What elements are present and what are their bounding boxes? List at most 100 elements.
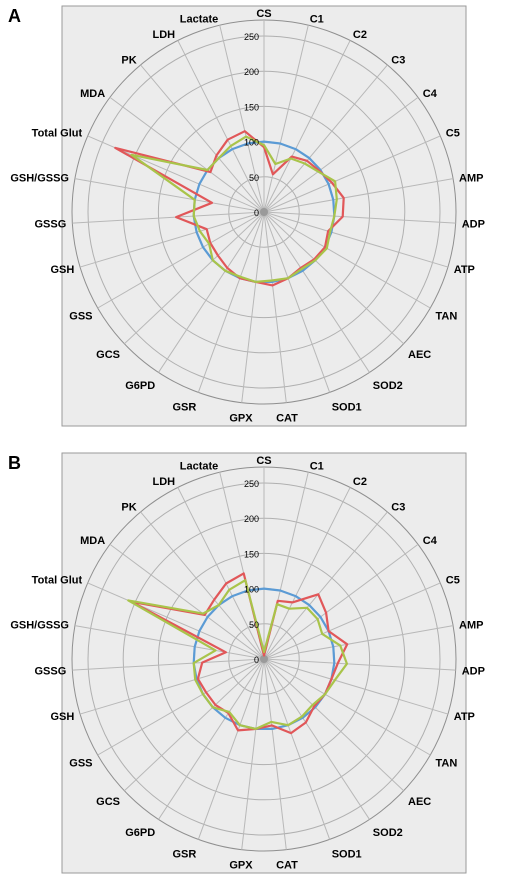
grid-spoke xyxy=(263,658,370,820)
category-label: CS xyxy=(256,455,271,467)
category-label: GCS xyxy=(96,796,120,808)
series-line-1 xyxy=(192,587,336,730)
grid-spoke xyxy=(263,543,419,660)
radial-tick-label: 0 xyxy=(254,208,259,218)
category-label: ATP xyxy=(454,264,475,276)
radial-tick-label: 200 xyxy=(244,514,259,524)
category-label: C3 xyxy=(391,501,405,513)
grid-spoke xyxy=(263,178,454,213)
radial-tick-label: 100 xyxy=(244,585,259,595)
grid-spoke xyxy=(263,211,431,309)
category-label: GSS xyxy=(69,311,92,323)
radial-tick-label: 0 xyxy=(254,655,259,665)
radial-tick-label: 250 xyxy=(244,479,259,489)
category-label: GSH/GSSG xyxy=(10,173,69,185)
grid-spoke xyxy=(263,658,287,850)
grid-spoke xyxy=(263,658,331,840)
grid-spoke xyxy=(263,658,404,792)
radar-chart-b-svg: 0 50 100 150 200 250 CS C1 C2 C3 C4 C5 AMP ADP ATP TAN A… xyxy=(10,452,485,874)
panel-label-b: B xyxy=(8,453,21,473)
category-label: TAN xyxy=(436,758,458,770)
grid-spoke xyxy=(263,511,388,660)
grid-spoke xyxy=(263,658,456,671)
category-label: SOD1 xyxy=(332,402,362,414)
grid-spoke xyxy=(263,211,404,345)
radial-tick-label: 250 xyxy=(244,32,259,42)
grid-spoke xyxy=(158,211,265,373)
category-label: LDH xyxy=(152,29,175,41)
category-label: ADP xyxy=(462,219,485,231)
grid-spoke xyxy=(241,211,265,403)
grid-spoke xyxy=(219,25,265,213)
category-label: GSH xyxy=(50,264,74,276)
grid-spoke xyxy=(109,543,265,660)
center-marker xyxy=(260,208,268,216)
grid-spoke xyxy=(263,211,449,268)
grid-spoke xyxy=(124,211,265,345)
grid-spoke xyxy=(197,211,265,393)
grid-spoke xyxy=(109,96,265,213)
category-label: C5 xyxy=(446,575,460,587)
grid-spoke xyxy=(97,658,265,756)
category-label: C2 xyxy=(353,476,367,488)
category-label: GPX xyxy=(229,860,253,872)
category-label: AMP xyxy=(459,620,483,632)
grid-spoke xyxy=(263,40,351,213)
category-label: C3 xyxy=(391,54,405,66)
radial-tick-label: 50 xyxy=(249,620,259,630)
grid-spoke xyxy=(263,487,351,660)
category-label: ATP xyxy=(454,711,475,723)
category-label: GSH/GSSG xyxy=(10,620,69,632)
category-label: GSSG xyxy=(35,666,67,678)
category-label: ADP xyxy=(462,666,485,678)
grid-spoke xyxy=(74,178,265,213)
center-marker xyxy=(260,655,268,663)
grid-spoke xyxy=(197,658,265,840)
category-label: C4 xyxy=(423,535,438,547)
series-line-3 xyxy=(127,579,348,730)
grid-spoke xyxy=(263,211,456,224)
category-label: LDH xyxy=(152,476,175,488)
category-label: Lactate xyxy=(180,460,219,472)
grid-spoke xyxy=(140,64,265,213)
grid-spoke xyxy=(263,658,449,715)
category-label: SOD2 xyxy=(373,827,403,839)
grid-spoke xyxy=(140,511,265,660)
radial-tick-label: 200 xyxy=(244,67,259,77)
radar-chart-a-svg: 0 50 100 150 200 250 CS C1 C2 C3 C4 C5 AMP ADP ATP TAN A… xyxy=(10,5,485,427)
radial-tick-label: 50 xyxy=(249,173,259,183)
grid-spoke xyxy=(263,658,431,756)
category-label: GPX xyxy=(229,413,253,425)
grid-spoke xyxy=(87,582,265,660)
category-label: C1 xyxy=(310,13,324,25)
category-label: MDA xyxy=(80,88,105,100)
category-label: Total Glut xyxy=(32,128,83,140)
grid-spoke xyxy=(72,658,265,671)
category-label: GCS xyxy=(96,349,120,361)
category-label: C2 xyxy=(353,29,367,41)
grid-spoke xyxy=(263,64,388,213)
category-label: CAT xyxy=(276,860,298,872)
grid-spoke xyxy=(263,582,441,660)
grid-spoke xyxy=(74,625,265,660)
grid-spoke xyxy=(177,40,265,213)
category-label: C1 xyxy=(310,460,324,472)
category-label: PK xyxy=(121,54,136,66)
category-label: G6PD xyxy=(125,380,155,392)
category-label: C4 xyxy=(423,88,438,100)
category-label: MDA xyxy=(80,535,105,547)
series-line-3 xyxy=(130,135,338,283)
category-label: C5 xyxy=(446,128,460,140)
grid-spoke xyxy=(263,96,419,213)
category-label: GSS xyxy=(69,758,92,770)
category-label: AEC xyxy=(408,796,431,808)
category-label: Lactate xyxy=(180,13,219,25)
grid-spoke xyxy=(124,658,265,792)
panel-label-a: A xyxy=(8,6,21,26)
grid-spoke xyxy=(263,135,441,213)
category-label: AEC xyxy=(408,349,431,361)
category-label: CAT xyxy=(276,413,298,425)
radial-tick-label: 150 xyxy=(244,549,259,559)
grid-spoke xyxy=(177,487,265,660)
category-label: SOD1 xyxy=(332,849,362,861)
